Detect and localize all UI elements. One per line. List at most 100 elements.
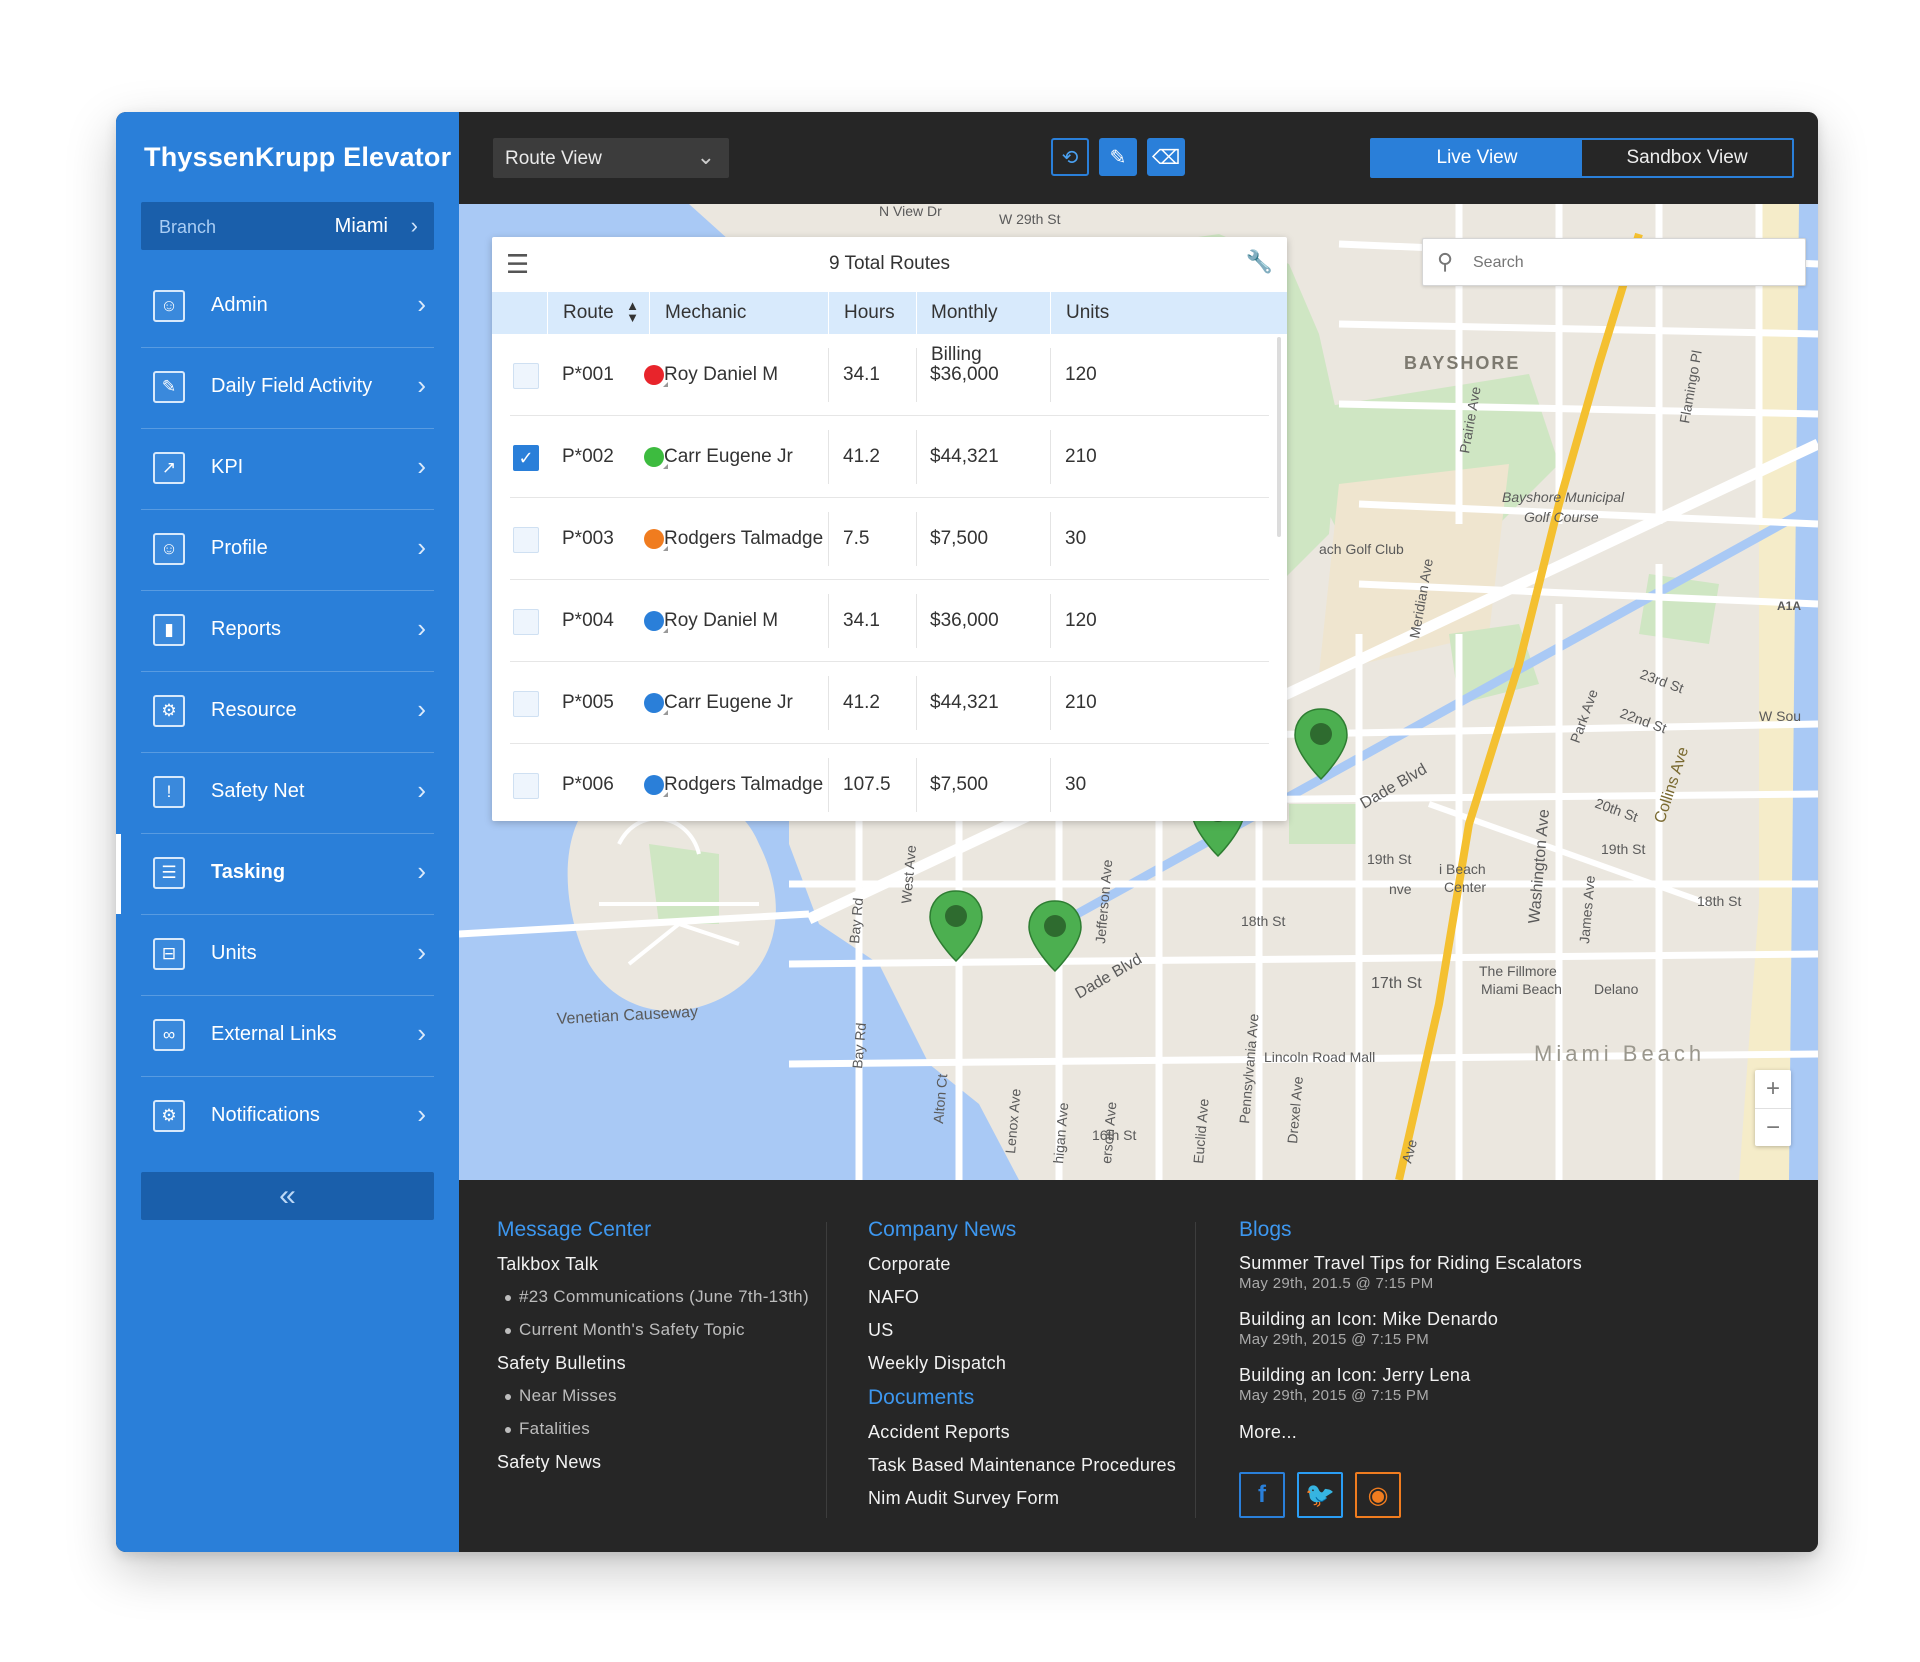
twitter-icon[interactable]: 🐦: [1297, 1472, 1343, 1518]
table-row[interactable]: P*003 Rodgers Talmadge 7.5 $7,500 30: [492, 498, 1287, 580]
svg-text:higan Ave: higan Ave: [1050, 1102, 1071, 1165]
refresh-button[interactable]: ⟲: [1051, 138, 1089, 176]
column-header-mechanic[interactable]: Mechanic: [649, 292, 828, 334]
document-link[interactable]: Accident Reports: [868, 1422, 1010, 1442]
chevron-right-icon: ›: [417, 775, 426, 805]
message-center-title: Message Center: [497, 1218, 652, 1241]
sidebar-item-safety-net[interactable]: ! Safety Net ›: [141, 753, 434, 834]
table-row[interactable]: P*006 Rodgers Talmadge 107.5 $7,500 30: [492, 744, 1287, 821]
row-checkbox[interactable]: [513, 691, 539, 717]
row-checkbox[interactable]: [513, 609, 539, 635]
chevron-right-icon: ›: [410, 213, 418, 238]
chevron-down-icon: ⌄: [696, 144, 715, 169]
blog-post-link[interactable]: Summer Travel Tips for Riding Escalators: [1239, 1253, 1583, 1273]
blog-post-date: May 29th, 2015 @ 7:15 PM: [1239, 1387, 1430, 1404]
sidebar-item-kpi[interactable]: ↗ KPI ›: [141, 429, 434, 510]
company-news-link[interactable]: US: [868, 1320, 894, 1340]
map-view[interactable]: W 29th St N View Dr BAYSHORE Bayshore Mu…: [459, 204, 1818, 1180]
company-news-link[interactable]: NAFO: [868, 1287, 920, 1307]
route-color-indicator: [644, 611, 668, 633]
routes-table-body: P*001 Roy Daniel M 34.1 $36,000 120 ✓ P*002 Car…: [492, 334, 1287, 821]
reports-bar-icon: ▮: [153, 614, 185, 646]
map-zoom-control: + −: [1755, 1070, 1791, 1146]
company-news-link[interactable]: Weekly Dispatch: [868, 1353, 1007, 1373]
sidebar-item-profile[interactable]: ☺ Profile ›: [141, 510, 434, 591]
route-id: P*005: [562, 692, 614, 713]
sort-icon[interactable]: ▲ ▼: [626, 298, 639, 325]
branch-selector[interactable]: Branch Miami ›: [141, 202, 434, 250]
document-link[interactable]: Task Based Maintenance Procedures: [868, 1455, 1177, 1475]
routes-panel-title: 9 Total Routes: [828, 253, 951, 274]
message-center-item[interactable]: Safety News: [497, 1452, 602, 1472]
hours-value: 7.5: [843, 528, 870, 549]
svg-text:Ave: Ave: [1398, 1137, 1420, 1164]
edit-button[interactable]: ✎: [1099, 138, 1137, 176]
sandbox-view-tab[interactable]: Sandbox View: [1626, 147, 1748, 168]
routes-scrollbar[interactable]: [1277, 337, 1281, 537]
sidebar-item-label: Daily Field Activity: [211, 375, 373, 397]
table-row[interactable]: P*004 Roy Daniel M 34.1 $36,000 120: [492, 580, 1287, 662]
row-checkbox[interactable]: [513, 527, 539, 553]
sidebar-item-resource[interactable]: ⚙ Resource ›: [141, 672, 434, 753]
sidebar-item-units[interactable]: ⊟ Units ›: [141, 915, 434, 996]
resource-icon: ⚙: [153, 695, 185, 727]
map-search-input[interactable]: [1471, 249, 1795, 277]
company-news-section: Company News Corporate NAFO US Weekly Dispa…: [868, 1218, 1176, 1519]
message-center-subitem[interactable]: Near Misses: [497, 1384, 809, 1417]
map-search: ⚲: [1422, 238, 1806, 286]
zoom-out-button[interactable]: −: [1765, 1114, 1780, 1141]
svg-text:Miami Beach: Miami Beach: [1481, 981, 1562, 997]
chevron-right-icon: ›: [417, 937, 426, 967]
collapse-sidebar-button[interactable]: «: [141, 1172, 434, 1220]
row-checkbox[interactable]: [513, 363, 539, 389]
sidebar-nav: ☺ Admin › ✎ Daily Field Activity › ↗ KPI › ☺ Profi…: [116, 267, 471, 1157]
erase-button[interactable]: ⌫: [1147, 138, 1185, 176]
column-header-units[interactable]: Units: [1050, 292, 1140, 334]
hours-value: 34.1: [843, 610, 880, 631]
table-row[interactable]: P*001 Roy Daniel M 34.1 $36,000 120: [492, 334, 1287, 416]
zoom-in-button[interactable]: +: [1765, 1075, 1780, 1102]
message-center-subitem[interactable]: #23 Communications (June 7th-13th): [497, 1285, 809, 1318]
route-color-indicator: [644, 365, 668, 387]
sidebar-item-label: Safety Net: [211, 780, 305, 802]
chevron-right-icon: ›: [417, 532, 426, 562]
footer: Message Center Talkbox Talk #23 Communica…: [459, 1180, 1818, 1552]
column-header-hours[interactable]: Hours: [828, 292, 916, 334]
svg-text:A1A: A1A: [1777, 599, 1801, 613]
sidebar-item-label: Units: [211, 942, 257, 964]
sidebar-item-tasking[interactable]: ☰ Tasking ›: [116, 834, 471, 915]
route-view-select[interactable]: Route View ⌄: [493, 138, 729, 178]
blog-post-link[interactable]: Building an Icon: Mike Denardo: [1239, 1309, 1499, 1329]
facebook-icon[interactable]: f: [1239, 1472, 1285, 1518]
message-center-subitem[interactable]: Fatalities: [497, 1417, 809, 1450]
row-checkbox[interactable]: [513, 773, 539, 799]
sidebar: ThyssenKrupp Elevator Branch Miami › ☺ Ad…: [116, 112, 471, 1552]
sidebar-item-external-links[interactable]: ∞ External Links ›: [141, 996, 434, 1077]
chevron-right-icon: ›: [417, 856, 426, 886]
document-link[interactable]: Nim Audit Survey Form: [868, 1488, 1060, 1508]
sidebar-item-daily-field-activity[interactable]: ✎ Daily Field Activity ›: [141, 348, 434, 429]
company-news-link[interactable]: Corporate: [868, 1254, 951, 1274]
message-center-item[interactable]: Safety Bulletins: [497, 1353, 626, 1373]
wrench-settings-icon[interactable]: 🔧: [1245, 249, 1273, 274]
blogs-more-link[interactable]: More...: [1239, 1422, 1298, 1442]
rss-icon[interactable]: ◉: [1355, 1472, 1401, 1518]
mechanic-name: Roy Daniel M: [664, 610, 779, 631]
sidebar-item-notifications[interactable]: ⚙ Notifications ›: [141, 1077, 434, 1157]
row-checkbox[interactable]: ✓: [513, 445, 539, 471]
units-value: 210: [1065, 692, 1097, 713]
hamburger-menu-icon[interactable]: ☰: [506, 249, 530, 279]
live-view-tab[interactable]: Live View: [1372, 140, 1582, 176]
brand-title: ThyssenKrupp Elevator: [144, 142, 452, 172]
column-header-monthly-billing[interactable]: Monthly Billing: [916, 292, 1050, 365]
sidebar-item-admin[interactable]: ☺ Admin ›: [141, 267, 434, 348]
sidebar-item-reports[interactable]: ▮ Reports ›: [141, 591, 434, 672]
table-row[interactable]: ✓ P*002 Carr Eugene Jr 41.2 $44,321 210: [492, 416, 1287, 498]
blog-post-date: May 29th, 2015 @ 7:15 PM: [1239, 1331, 1430, 1348]
message-center-subitem[interactable]: Current Month's Safety Topic: [497, 1318, 809, 1351]
sidebar-item-label: KPI: [211, 456, 244, 478]
table-row[interactable]: P*005 Carr Eugene Jr 41.2 $44,321 210: [492, 662, 1287, 744]
blog-post-link[interactable]: Building an Icon: Jerry Lena: [1239, 1365, 1471, 1385]
column-header-route[interactable]: Route ▲ ▼: [547, 292, 649, 334]
message-center-item[interactable]: Talkbox Talk: [497, 1254, 599, 1274]
